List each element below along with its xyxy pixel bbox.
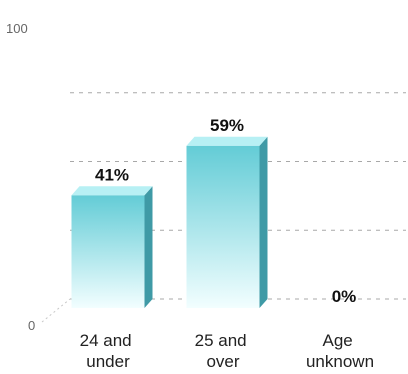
bar bbox=[186, 145, 260, 308]
x-axis-category-labels: 24 and under 25 and over Age unknown bbox=[80, 331, 374, 371]
category-label-line: 24 and bbox=[80, 331, 132, 350]
data-label: 41% bbox=[95, 165, 129, 184]
bar-side bbox=[259, 136, 268, 308]
floor-edge-line bbox=[41, 298, 71, 323]
data-labels: 41% 59% 0% bbox=[95, 116, 356, 306]
bar bbox=[71, 195, 145, 308]
category-label-25-and-over: 25 and over bbox=[195, 331, 252, 371]
bar-top bbox=[186, 136, 268, 146]
category-label-line: 25 and bbox=[195, 331, 247, 350]
category-label-line: under bbox=[86, 352, 130, 371]
category-label-line: Age bbox=[323, 331, 353, 350]
category-label-line: over bbox=[206, 352, 239, 371]
y-tick-label-min: 0 bbox=[28, 318, 35, 333]
data-label: 59% bbox=[210, 116, 244, 135]
category-label-24-and-under: 24 and under bbox=[80, 331, 137, 371]
y-axis: 100 0 bbox=[6, 21, 35, 333]
y-tick-label-max: 100 bbox=[6, 21, 28, 36]
bars bbox=[71, 136, 268, 308]
category-label-line: unknown bbox=[306, 352, 374, 371]
bar-top bbox=[71, 186, 153, 196]
data-label: 0% bbox=[332, 287, 357, 306]
category-label-age-unknown: Age unknown bbox=[306, 331, 374, 371]
bar-side bbox=[144, 186, 153, 308]
